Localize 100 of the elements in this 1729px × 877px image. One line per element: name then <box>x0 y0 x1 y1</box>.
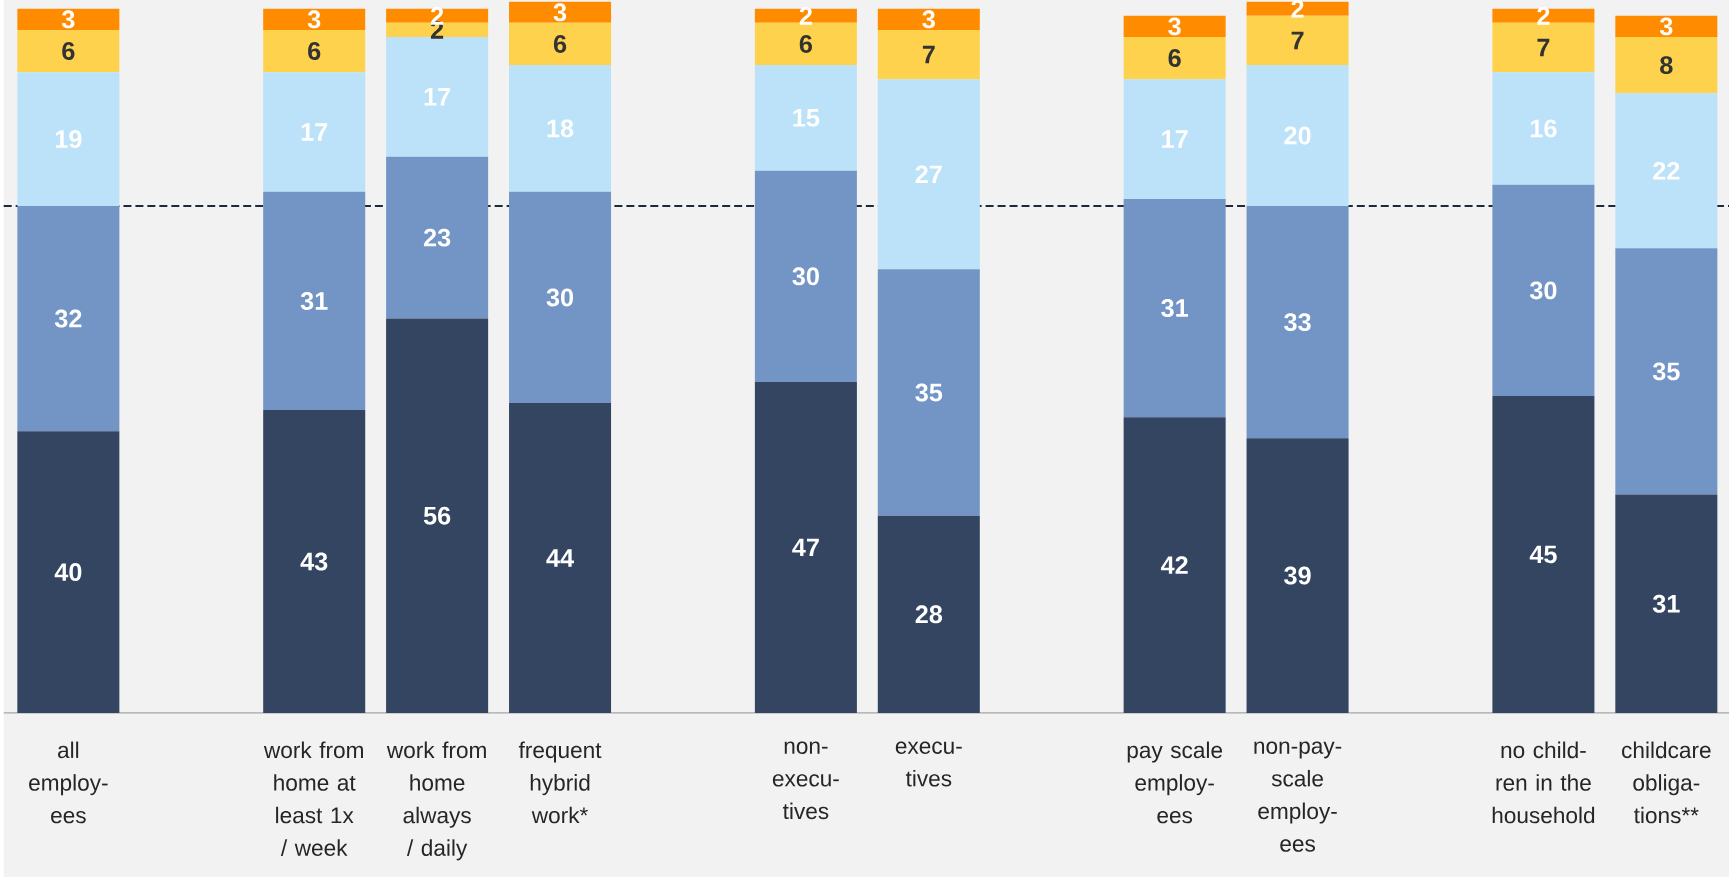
bar <box>1246 205 1349 439</box>
bar <box>754 170 857 382</box>
data-label: 31 <box>300 291 328 310</box>
data-label: 27 <box>915 165 942 184</box>
data-label: 15 <box>793 109 820 127</box>
bar <box>1492 8 1595 23</box>
bar <box>509 1 612 23</box>
bar <box>17 205 120 432</box>
bar <box>754 381 857 713</box>
bar <box>1123 198 1226 418</box>
bar <box>877 79 980 270</box>
data-label: 22 <box>1653 161 1680 180</box>
bar <box>1492 72 1595 185</box>
data-label: 3 <box>307 10 321 29</box>
data-label: 28 <box>915 605 943 624</box>
bar <box>1123 15 1226 37</box>
data-label: 17 <box>301 123 328 141</box>
data-label: 44 <box>546 549 574 567</box>
x-tick-label: work from home always / daily <box>386 741 486 861</box>
data-label: 18 <box>547 119 574 138</box>
data-label: 30 <box>792 267 819 286</box>
data-label: 56 <box>423 506 451 525</box>
bar <box>17 72 120 206</box>
x-tick-label: pay scale employ-ees <box>1127 741 1223 824</box>
bar <box>1615 248 1718 495</box>
data-label: 33 <box>1284 313 1311 332</box>
data-label: 19 <box>55 130 82 148</box>
bar <box>877 269 980 516</box>
bar <box>509 22 612 66</box>
data-label: 8 <box>1660 56 1673 74</box>
bar <box>1492 184 1595 396</box>
bar <box>263 29 366 73</box>
bar <box>509 403 612 713</box>
bar <box>263 410 366 713</box>
x-tick-label: childcare obliga-tions** <box>1622 741 1711 824</box>
data-label: 3 <box>1168 17 1181 36</box>
data-label: 17 <box>424 88 451 106</box>
bar <box>1246 438 1349 713</box>
bar <box>754 65 857 171</box>
data-label: 31 <box>1161 298 1188 317</box>
data-label: 43 <box>300 552 328 571</box>
data-label: 35 <box>1652 362 1680 381</box>
data-label: 20 <box>1284 126 1311 145</box>
bar <box>1615 494 1718 713</box>
bar <box>877 29 980 80</box>
bar <box>1123 417 1226 713</box>
x-tick-label: no child-ren in the household <box>1492 741 1595 824</box>
bar <box>877 8 980 30</box>
data-label: 32 <box>54 309 82 328</box>
x-tick-label: execu-tives <box>895 741 962 787</box>
bar <box>1246 65 1349 206</box>
bar <box>1123 36 1226 80</box>
bar <box>1246 1 1349 16</box>
data-label: 3 <box>1659 17 1673 36</box>
bar <box>509 191 612 404</box>
bar <box>263 72 366 192</box>
data-label: 2 <box>1537 6 1550 25</box>
data-label: 42 <box>1160 556 1188 574</box>
data-label: 16 <box>1530 119 1557 138</box>
data-label: 23 <box>423 228 451 247</box>
bar <box>509 65 612 192</box>
data-label: 35 <box>915 383 943 402</box>
data-label: 7 <box>1291 31 1304 50</box>
bar <box>17 431 120 713</box>
bar <box>754 8 857 23</box>
bar <box>1492 395 1595 713</box>
data-label: 6 <box>308 42 321 60</box>
data-label: 45 <box>1529 545 1557 564</box>
bar <box>386 156 489 319</box>
data-label: 40 <box>54 563 82 581</box>
data-label: 30 <box>1529 281 1557 300</box>
data-label: 7 <box>922 45 935 64</box>
bar <box>1615 15 1718 37</box>
bar <box>1123 79 1226 199</box>
x-tick-label: all employ-ees <box>29 741 108 824</box>
data-label: 2 <box>1291 0 1304 18</box>
bar <box>1615 36 1718 94</box>
x-tick-label: non-execu-tives <box>772 741 839 820</box>
bar <box>17 29 120 73</box>
bar <box>877 515 980 713</box>
data-label: 6 <box>62 42 75 60</box>
x-tick-label: work from home at least 1x / week <box>263 741 363 856</box>
bar <box>17 8 120 30</box>
bar <box>386 8 489 23</box>
data-label: 6 <box>553 34 567 53</box>
x-tick-label: frequent hybrid work* <box>518 741 602 824</box>
data-label: 31 <box>1652 594 1680 613</box>
data-label: 2 <box>799 6 812 25</box>
bar <box>386 318 489 713</box>
data-label: 7 <box>1537 38 1550 57</box>
data-label: 39 <box>1284 566 1311 585</box>
data-label: 47 <box>792 538 819 557</box>
data-label: 3 <box>922 10 935 29</box>
data-label: 30 <box>546 288 574 307</box>
data-label: 6 <box>1168 49 1181 67</box>
x-tick-label: non-pay-scale employ-ees <box>1254 741 1342 852</box>
bar <box>1615 93 1718 249</box>
data-label: 6 <box>799 34 812 53</box>
bar <box>263 191 366 411</box>
bar <box>263 8 366 30</box>
